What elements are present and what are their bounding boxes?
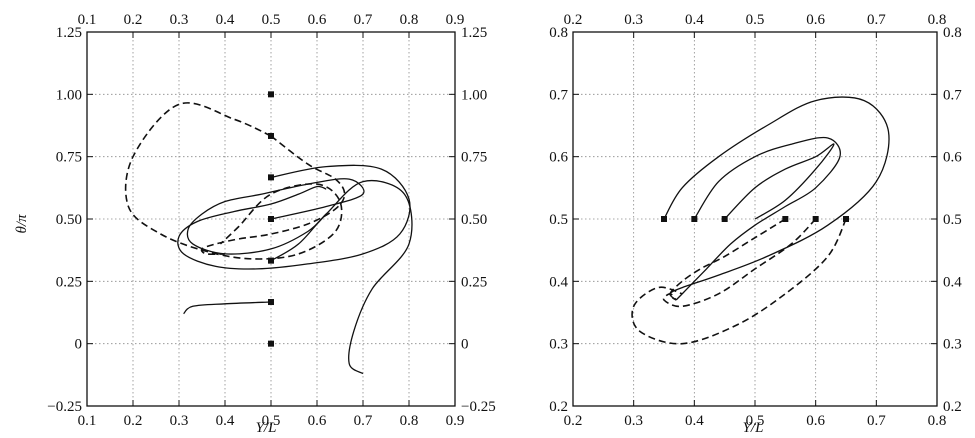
left-chart-panel: Y/L θ/π 0.1 0.1 0.2 0.2 0.3 0.3 0.4 0.4 0.5 0.5 0.…	[14, 12, 496, 436]
right-chart-x-tick-label-top: 0.2	[564, 12, 583, 28]
left-chart-x-tick-label: 0.2	[124, 413, 143, 429]
left-chart-start-marker	[268, 257, 274, 264]
left-chart-trajectory-4	[186, 178, 365, 255]
right-chart-y-tick-label-right: 0.3	[943, 337, 962, 353]
right-chart-start-marker	[782, 216, 789, 222]
right-chart-y-tick-label-right: 0.2	[943, 399, 962, 415]
left-chart-x-tick-label: 0.5	[262, 413, 281, 429]
right-chart-start-marker	[721, 216, 728, 222]
left-chart-x-tick-label: 0.7	[354, 413, 373, 429]
left-chart-ylabel: θ/π	[14, 214, 30, 234]
right-chart-panel: Y/L 0.20.20.30.30.40.40.50.50.60.60.70.7…	[549, 12, 962, 436]
left-chart-start-marker	[268, 216, 274, 222]
right-chart-y-tick-label: 0.4	[549, 274, 568, 290]
left-chart-trajectory-6	[183, 301, 272, 315]
left-chart-y-tick-label: 0	[75, 337, 83, 353]
right-chart-y-tick-label: 0.5	[549, 212, 568, 228]
right-chart-y-tick-label-right: 0.8	[943, 25, 962, 41]
left-chart-x-tick-label-top: 0.9	[446, 12, 465, 28]
left-chart-y-tick-label-right: 0.50	[461, 212, 487, 228]
right-chart-x-tick-label: 0.4	[685, 413, 704, 429]
right-chart-trajectory-6	[631, 218, 847, 345]
right-chart-trajectory-5	[662, 218, 817, 308]
right-chart-x-tick-label-top: 0.8	[928, 12, 947, 28]
left-chart-x-tick-label: 0.1	[78, 413, 97, 429]
left-chart-x-tick-label-top: 0.8	[400, 12, 419, 28]
right-chart-x-tick-label-top: 0.7	[867, 12, 886, 28]
right-chart-x-tick-label-top: 0.3	[624, 12, 643, 28]
right-chart-trajectory-1	[663, 96, 890, 301]
right-chart-frame	[572, 31, 938, 407]
right-chart-y-tick-label: 0.8	[549, 25, 568, 41]
right-chart-x-tick-label: 0.3	[624, 413, 643, 429]
left-chart-y-tick-label: 0.75	[56, 150, 82, 166]
right-chart-x-tick-label-top: 0.6	[806, 12, 825, 28]
left-chart-trajectory-1	[124, 102, 343, 260]
left-chart-start-marker	[268, 340, 274, 347]
left-chart-y-tick-label-right: 0	[461, 337, 469, 353]
right-chart-x-tick-label: 0.2	[564, 413, 583, 429]
right-chart-y-tick-label: 0.2	[549, 399, 568, 415]
right-chart-y-tick-label: 0.6	[549, 150, 568, 166]
right-chart-x-tick-label: 0.6	[806, 413, 825, 429]
left-chart-y-tick-label-right: 1.25	[461, 25, 487, 41]
left-chart-start-marker	[268, 174, 274, 181]
left-chart-y-tick-label: −0.25	[47, 399, 82, 415]
right-chart-start-marker	[812, 216, 819, 222]
left-chart-x-tick-label-top: 0.4	[216, 12, 235, 28]
left-chart-y-tick-label-right: 1.00	[461, 87, 487, 103]
left-chart-x-tick-label: 0.4	[216, 413, 235, 429]
left-chart-y-tick-label-right: 0.75	[461, 150, 487, 166]
right-chart-y-tick-label: 0.3	[549, 337, 568, 353]
right-chart-y-tick-label-right: 0.5	[943, 212, 962, 228]
left-chart-x-tick-label-top: 0.7	[354, 12, 373, 28]
right-chart-x-tick-label: 0.7	[867, 413, 886, 429]
left-chart-start-marker	[268, 91, 274, 98]
left-chart-x-tick-label: 0.8	[400, 413, 419, 429]
left-chart-x-tick-label-top: 0.5	[262, 12, 281, 28]
left-chart-x-tick-label-top: 0.6	[308, 12, 327, 28]
left-chart-y-tick-label: 0.50	[56, 212, 82, 228]
right-chart-xlabel: Y/L	[743, 420, 764, 436]
right-chart-y-tick-label-right: 0.7	[943, 87, 962, 103]
left-chart-x-tick-label-top: 0.2	[124, 12, 143, 28]
left-chart-y-tick-label-right: −0.25	[461, 399, 496, 415]
left-chart-x-tick-label: 0.9	[446, 413, 465, 429]
left-chart-trajectory-3	[200, 135, 346, 256]
right-chart-x-tick-label: 0.5	[746, 413, 765, 429]
left-chart-x-tick-label: 0.6	[308, 413, 327, 429]
right-chart-start-marker	[661, 216, 667, 222]
right-chart-start-marker	[843, 216, 849, 222]
left-chart-y-tick-label: 1.00	[56, 87, 82, 103]
right-chart-y-tick-label: 0.7	[549, 87, 568, 103]
left-chart-xlabel: Y/L	[256, 420, 277, 436]
left-chart-start-marker	[268, 299, 274, 306]
right-chart-start-marker	[691, 216, 698, 222]
left-chart-x-tick-label-top: 0.3	[170, 12, 189, 28]
right-chart-y-tick-label-right: 0.6	[943, 150, 962, 166]
left-chart-trajectory-2	[177, 164, 411, 270]
left-chart-x-tick-label: 0.3	[170, 413, 189, 429]
left-chart-start-marker	[268, 132, 274, 139]
left-chart-x-tick-label-top: 0.1	[78, 12, 97, 28]
right-chart-x-tick-label-top: 0.5	[746, 12, 765, 28]
left-chart-y-tick-label-right: 0.25	[461, 274, 487, 290]
left-chart-trajectory-5	[270, 180, 413, 375]
left-chart-frame	[86, 31, 456, 407]
right-chart-trajectory-3	[724, 143, 835, 220]
left-chart-y-tick-label: 1.25	[56, 25, 82, 41]
left-chart-y-tick-label: 0.25	[56, 274, 82, 290]
right-chart-trajectory-2	[675, 136, 841, 301]
right-chart-y-tick-label-right: 0.4	[943, 274, 962, 290]
right-chart-x-tick-label: 0.8	[928, 413, 947, 429]
right-chart-x-tick-label-top: 0.4	[685, 12, 704, 28]
